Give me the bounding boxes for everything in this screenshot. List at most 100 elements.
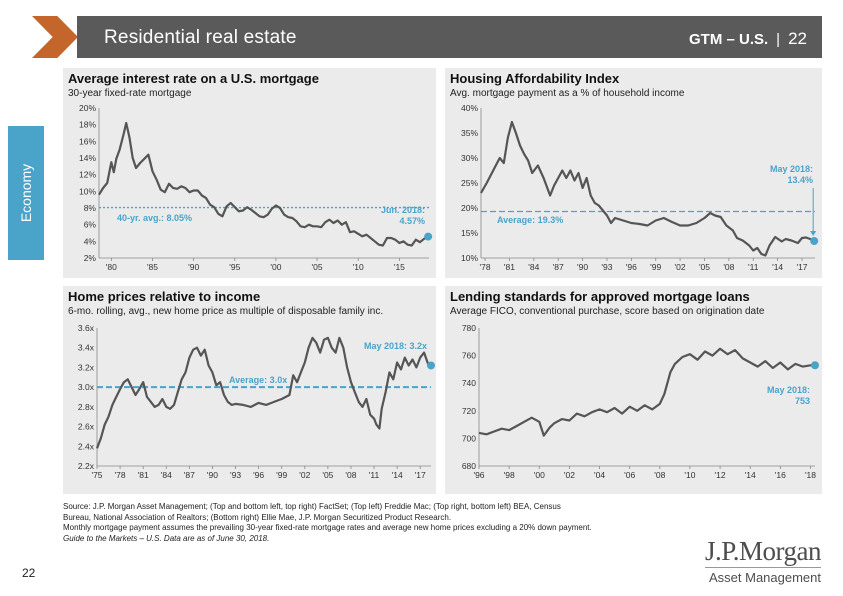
x-tick-label: '10 [353,262,364,272]
x-tick-label: '96 [626,262,637,272]
x-tick-label: '18 [805,470,816,480]
latest-value-label: Jun. 2018: [381,205,425,215]
x-tick-label: '90 [188,262,199,272]
y-tick-label: 12% [79,170,96,180]
y-tick-label: 2.4x [78,441,95,451]
logo-subtitle: Asset Management [704,567,821,585]
series-line [98,121,429,247]
series-line [95,336,432,449]
y-tick-label: 16% [79,136,96,146]
affordability-chart: 10% 15% 20% 25% 30% 35% 40% '78 '81 '84 '87 '90 '93 '… [461,103,819,272]
x-tick-label: '14 [392,470,403,480]
latest-value-label: May 2018: 3.2x [364,341,427,351]
home-prices-chart: 2.2x 2.4x 2.6x 2.8x 3.0x 3.2x 3.4x 3.6x '75 '78 '8… [78,323,435,480]
x-tick-label: '10 [684,470,695,480]
header-right: GTM – U.S. | 22 [689,29,807,49]
y-tick-label: 760 [462,351,476,361]
y-tick-label: 680 [462,461,476,471]
latest-value-dot [811,361,819,370]
series-line [478,347,815,437]
source-notes: Source: J.P. Morgan Asset Management; (T… [63,502,743,544]
guide-tag: GTM – U.S. [688,31,769,48]
x-tick-label: '90 [207,470,218,480]
page-number: 22 [22,566,36,580]
x-tick-label: '08 [345,470,356,480]
series-line [480,120,815,257]
x-tick-label: '05 [312,262,323,272]
y-tick-label: 2.2x [78,461,95,471]
chart-panel-mortgage: Average interest rate on a U.S. mortgage… [63,68,436,278]
y-tick-label: 20% [79,103,96,113]
y-tick-label: 35% [461,128,478,138]
average-label: Average: 3.0x [229,375,287,385]
y-tick-label: 720 [462,406,476,416]
lending-chart: 680 700 720 740 760 780 '96 '98 '00 '02 '04 '06 '08 '… [462,323,819,480]
footer-line: Guide to the Markets – U.S. Data are as … [63,533,270,543]
header-bar [77,16,822,58]
x-tick-label: '75 [91,470,102,480]
header-separator: | [776,31,781,48]
x-tick-label: '95 [229,262,240,272]
section-tab-label: Economy [18,163,35,223]
latest-value-dot [810,237,819,245]
chart-title: Lending standards for approved mortgage … [450,289,750,304]
x-tick-label: '17 [415,470,426,480]
x-tick-label: '14 [772,262,783,272]
x-tick-label: '02 [675,262,686,272]
chart-panel-lending: Lending standards for approved mortgage … [445,286,822,494]
x-tick-label: '80 [106,262,117,272]
y-tick-label: 3.0x [78,382,95,392]
callout-arrow-head [810,231,817,236]
x-tick-label: '08 [654,470,665,480]
x-tick-label: '93 [230,470,241,480]
x-tick-label: '16 [775,470,786,480]
y-tick-label: 780 [462,323,476,333]
logo-wordmark: J.P.Morgan [704,536,822,566]
chart-title: Average interest rate on a U.S. mortgage [68,71,319,86]
header-arrow [32,16,78,58]
average-label: Average: 19.3% [497,215,563,225]
y-tick-label: 700 [462,433,476,443]
x-tick-label: '17 [796,262,807,272]
chart-subtitle: Avg. mortgage payment as a % of househol… [450,88,685,99]
header-page-number: 22 [788,29,807,48]
x-tick-label: '96 [473,470,484,480]
x-tick-label: '87 [184,470,195,480]
x-tick-label: '81 [504,262,515,272]
x-tick-label: '90 [577,262,588,272]
x-tick-label: '12 [715,470,726,480]
x-tick-label: '99 [276,470,287,480]
mortgage-chart: 2% 4% 6% 8% 10% 12% 14% 16% 18% 20% '80 '85 '90 '95 '0… [79,103,433,272]
y-tick-label: 6% [84,220,97,230]
latest-value-label: 753 [795,396,810,406]
chart-subtitle: Average FICO, conventional purchase, sco… [450,306,765,317]
y-tick-label: 30% [461,153,478,163]
x-tick-label: '81 [138,470,149,480]
chart-subtitle: 30-year fixed-rate mortgage [68,88,192,99]
y-tick-label: 40% [461,103,478,113]
y-tick-label: 10% [79,186,96,196]
x-tick-label: '96 [253,470,264,480]
chart-title: Housing Affordability Index [450,71,620,86]
x-tick-label: '02 [299,470,310,480]
x-tick-label: '08 [723,262,734,272]
footer-line: Bureau, National Association of Realtors… [63,512,452,522]
x-tick-label: '99 [650,262,661,272]
chart-panel-home-prices: Home prices relative to income 6-mo. rol… [63,286,436,494]
section-tab-economy[interactable]: Economy [8,126,44,260]
y-tick-label: 3.4x [78,343,95,353]
y-tick-label: 4% [84,236,97,246]
chart-subtitle: 6-mo. rolling, avg., new home price as m… [68,306,384,317]
x-tick-label: '00 [534,470,545,480]
x-tick-label: '02 [564,470,575,480]
chart-panel-affordability: Housing Affordability Index Avg. mortgag… [445,68,822,278]
y-tick-label: 2.8x [78,402,95,412]
y-tick-label: 18% [79,120,96,130]
x-tick-label: '84 [528,262,539,272]
footer-line: Source: J.P. Morgan Asset Management; (T… [63,502,561,511]
y-tick-label: 20% [461,203,478,213]
chart-title: Home prices relative to income [68,289,261,304]
y-tick-label: 10% [461,253,478,263]
x-tick-label: '93 [601,262,612,272]
x-tick-label: '84 [161,470,172,480]
